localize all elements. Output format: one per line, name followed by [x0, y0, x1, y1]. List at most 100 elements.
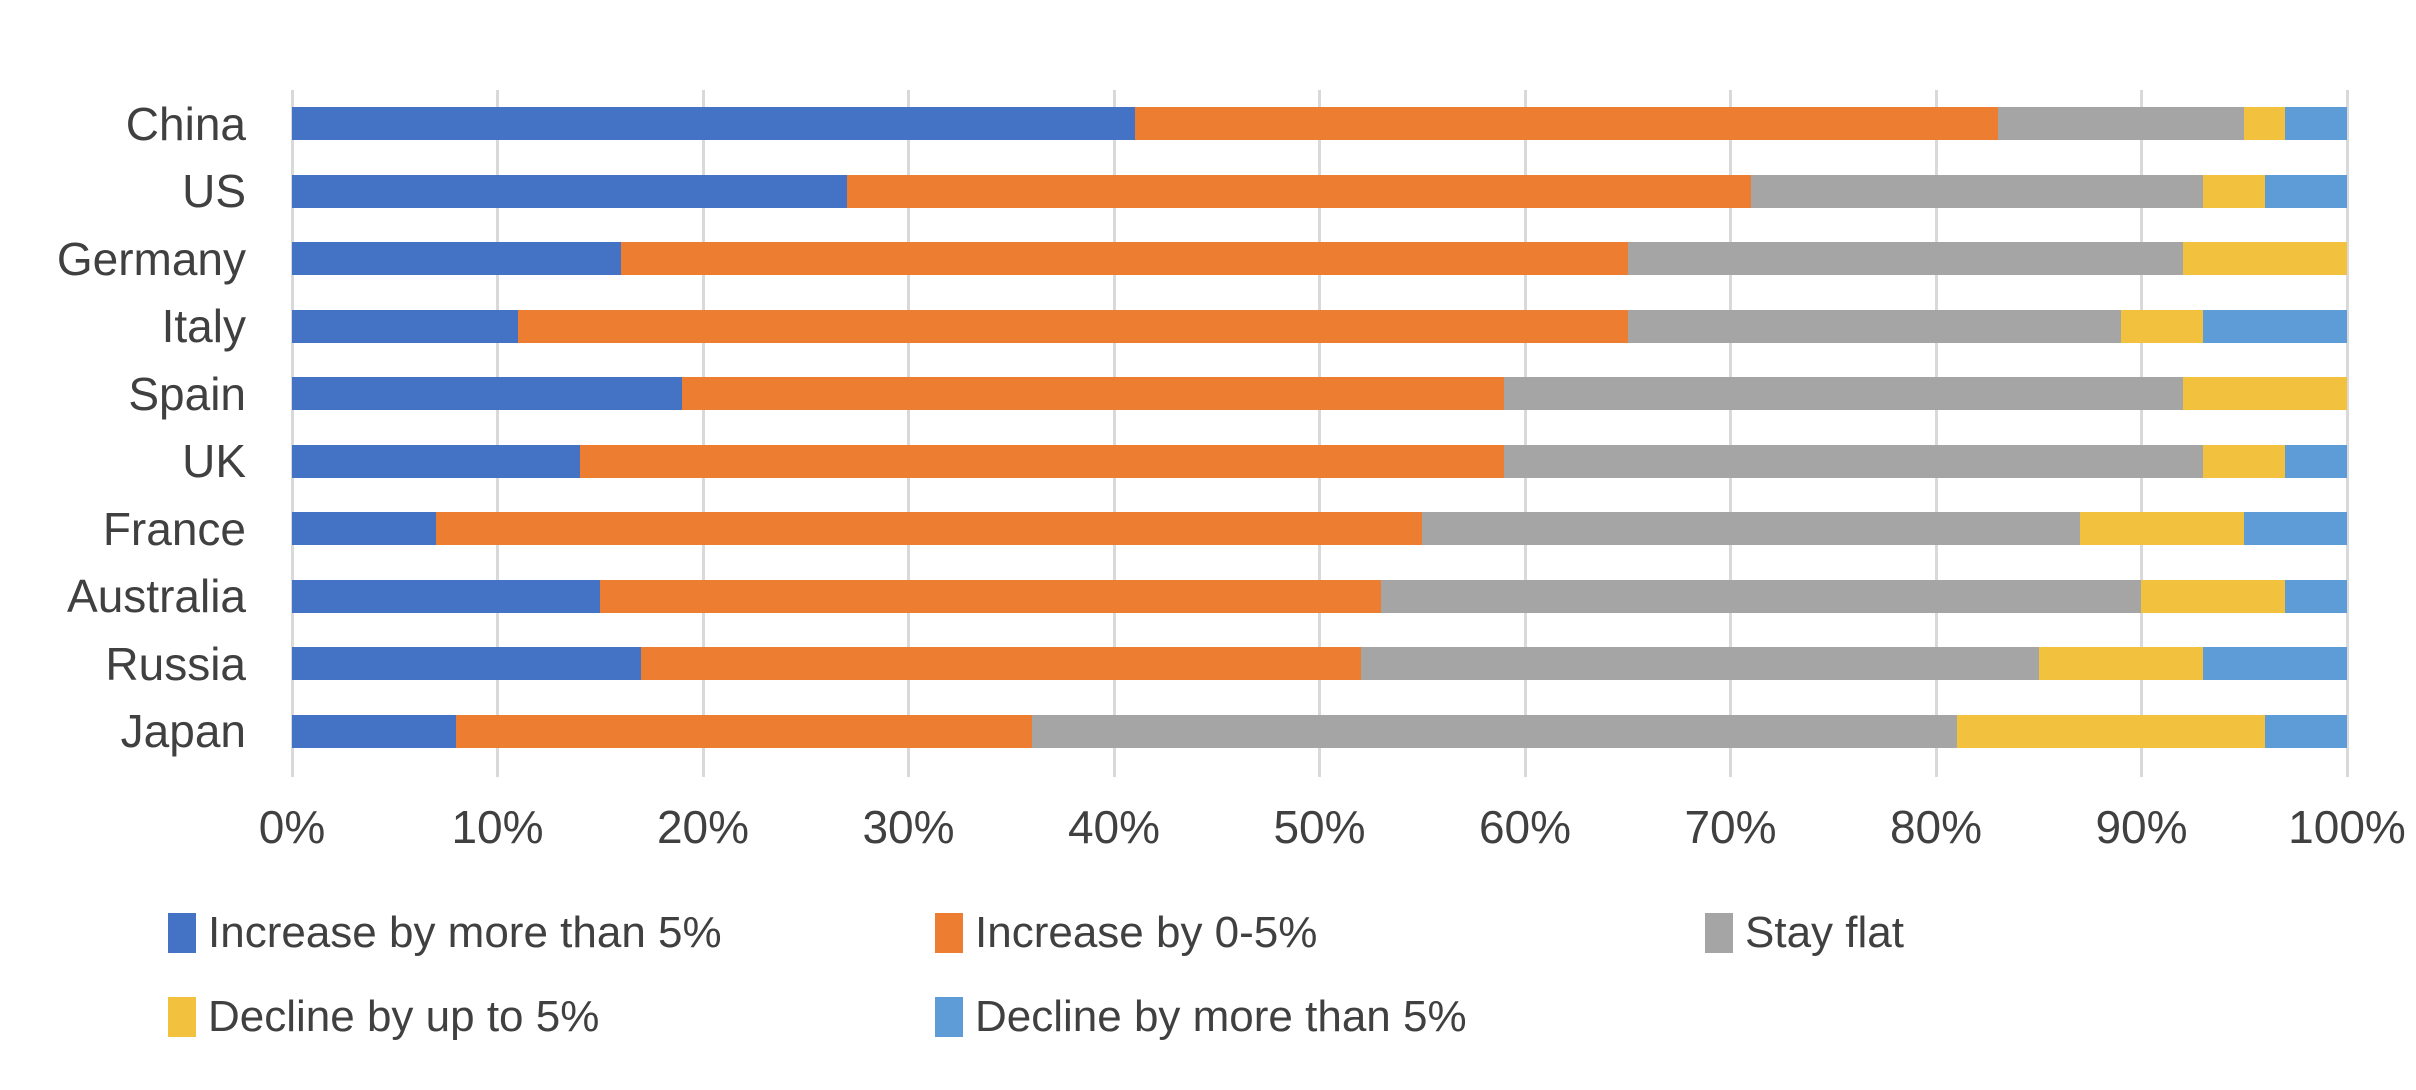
category-label-france: France — [102, 502, 246, 555]
stacked-bar-russia — [292, 647, 2347, 680]
bar-segment — [641, 647, 1361, 680]
gridline-40pct — [1112, 90, 1116, 777]
bar-segment — [292, 579, 601, 613]
bar-segment — [2203, 444, 2286, 478]
bar-segment — [1751, 174, 2204, 208]
bar-segment — [292, 242, 621, 275]
x-tick-label-90pct: 90% — [2095, 801, 2188, 853]
bar-segment — [2285, 107, 2347, 140]
legend-item-3: Stay flat — [1705, 905, 1904, 961]
legend-item-2: Increase by 0-5% — [935, 905, 1317, 961]
stacked-bar-uk — [292, 444, 2347, 478]
gridline-10pct — [496, 90, 499, 777]
bar-row-china — [292, 90, 2347, 158]
bar-segment — [1422, 512, 2080, 545]
bar-segment — [2038, 647, 2204, 680]
bar-segment — [1360, 647, 2039, 680]
bar-segment — [2141, 579, 2286, 613]
bar-segment — [1627, 242, 2183, 275]
gridline-30pct — [907, 90, 910, 777]
bar-row-russia — [292, 630, 2347, 698]
legend-swatch-icon — [935, 913, 963, 953]
bar-segment — [2079, 512, 2245, 545]
bar-segment — [2264, 714, 2347, 748]
gridline-20pct — [701, 90, 705, 777]
gridline-50pct — [1318, 90, 1321, 777]
category-label-italy: Italy — [161, 300, 246, 353]
bar-segment — [1504, 444, 2204, 478]
bar-segment — [2244, 512, 2347, 545]
bar-segment — [292, 377, 683, 410]
bar-segment — [2203, 309, 2347, 343]
bar-segment — [1134, 107, 1998, 140]
gridline-80pct — [1934, 90, 1938, 777]
legend-label: Decline by up to 5% — [208, 992, 600, 1041]
gridline-60pct — [1523, 90, 1527, 777]
stacked-bar-us — [292, 174, 2347, 208]
bar-row-spain — [292, 360, 2347, 428]
category-label-uk: UK — [182, 435, 246, 488]
x-tick-label-60pct: 60% — [1478, 801, 1572, 853]
x-tick-label-10pct: 10% — [451, 801, 544, 853]
category-label-germany: Germany — [56, 232, 246, 285]
legend-swatch-icon — [1705, 913, 1733, 953]
bar-segment — [1381, 579, 2142, 613]
category-label-spain: Spain — [128, 367, 246, 420]
stacked-bar-germany — [292, 242, 2347, 275]
legend-item-5: Decline by more than 5% — [935, 989, 1467, 1045]
bar-segment — [2244, 107, 2286, 140]
x-tick-label-100pct: 100% — [2288, 801, 2406, 853]
legend-swatch-icon — [168, 913, 196, 953]
bar-segment — [579, 444, 1505, 478]
bar-segment — [292, 647, 642, 680]
gridline-0pct — [290, 90, 294, 777]
bar-row-france — [292, 495, 2347, 563]
x-tick-label-30pct: 30% — [862, 801, 955, 853]
bar-row-australia — [292, 563, 2347, 631]
bar-segment — [2203, 647, 2347, 680]
legend-label: Increase by 0-5% — [975, 908, 1318, 957]
legend-label: Stay flat — [1745, 908, 1904, 957]
legend-swatch-icon — [168, 997, 196, 1037]
bar-segment — [435, 512, 1423, 545]
legend-swatch-icon — [935, 997, 963, 1037]
bar-segment — [2264, 174, 2347, 208]
bar-segment — [2203, 174, 2265, 208]
gridline-70pct — [1729, 90, 1732, 777]
bar-segment — [456, 714, 1032, 748]
bar-segment — [292, 107, 1135, 140]
x-tick-label-0pct: 0% — [258, 801, 326, 853]
bar-segment — [518, 309, 1628, 343]
gridline-100pct — [2345, 90, 2349, 777]
bar-segment — [1031, 714, 1957, 748]
bar-segment — [1956, 714, 2265, 748]
bar-segment — [1627, 309, 2121, 343]
x-tick-label-20pct: 20% — [656, 801, 750, 853]
bar-segment — [2182, 242, 2347, 275]
legend-label: Decline by more than 5% — [975, 992, 1467, 1041]
legend: Increase by more than 5% Increase by 0-5%… — [168, 905, 2268, 1085]
bar-segment — [292, 444, 580, 478]
bar-row-japan — [292, 698, 2347, 766]
bar-row-italy — [292, 293, 2347, 361]
stacked-bar-australia — [292, 579, 2347, 613]
legend-item-4: Decline by up to 5% — [168, 989, 599, 1045]
bar-segment — [2120, 309, 2204, 343]
category-label-australia: Australia — [67, 570, 246, 623]
bar-segment — [846, 174, 1752, 208]
bar-segment — [2285, 579, 2347, 613]
bar-segment — [1504, 377, 2183, 410]
legend-item-1: Increase by more than 5% — [168, 905, 722, 961]
x-tick-label-70pct: 70% — [1684, 801, 1777, 853]
category-label-china: China — [125, 97, 246, 150]
bar-segment — [292, 309, 519, 343]
stacked-bar-france — [292, 512, 2347, 545]
bar-segment — [2182, 377, 2347, 410]
bar-row-germany — [292, 225, 2347, 293]
bar-segment — [2285, 444, 2347, 478]
stacked-bar-spain — [292, 377, 2347, 410]
bar-segment — [292, 512, 436, 545]
stacked-bar-japan — [292, 714, 2347, 748]
category-label-russia: Russia — [105, 637, 246, 690]
